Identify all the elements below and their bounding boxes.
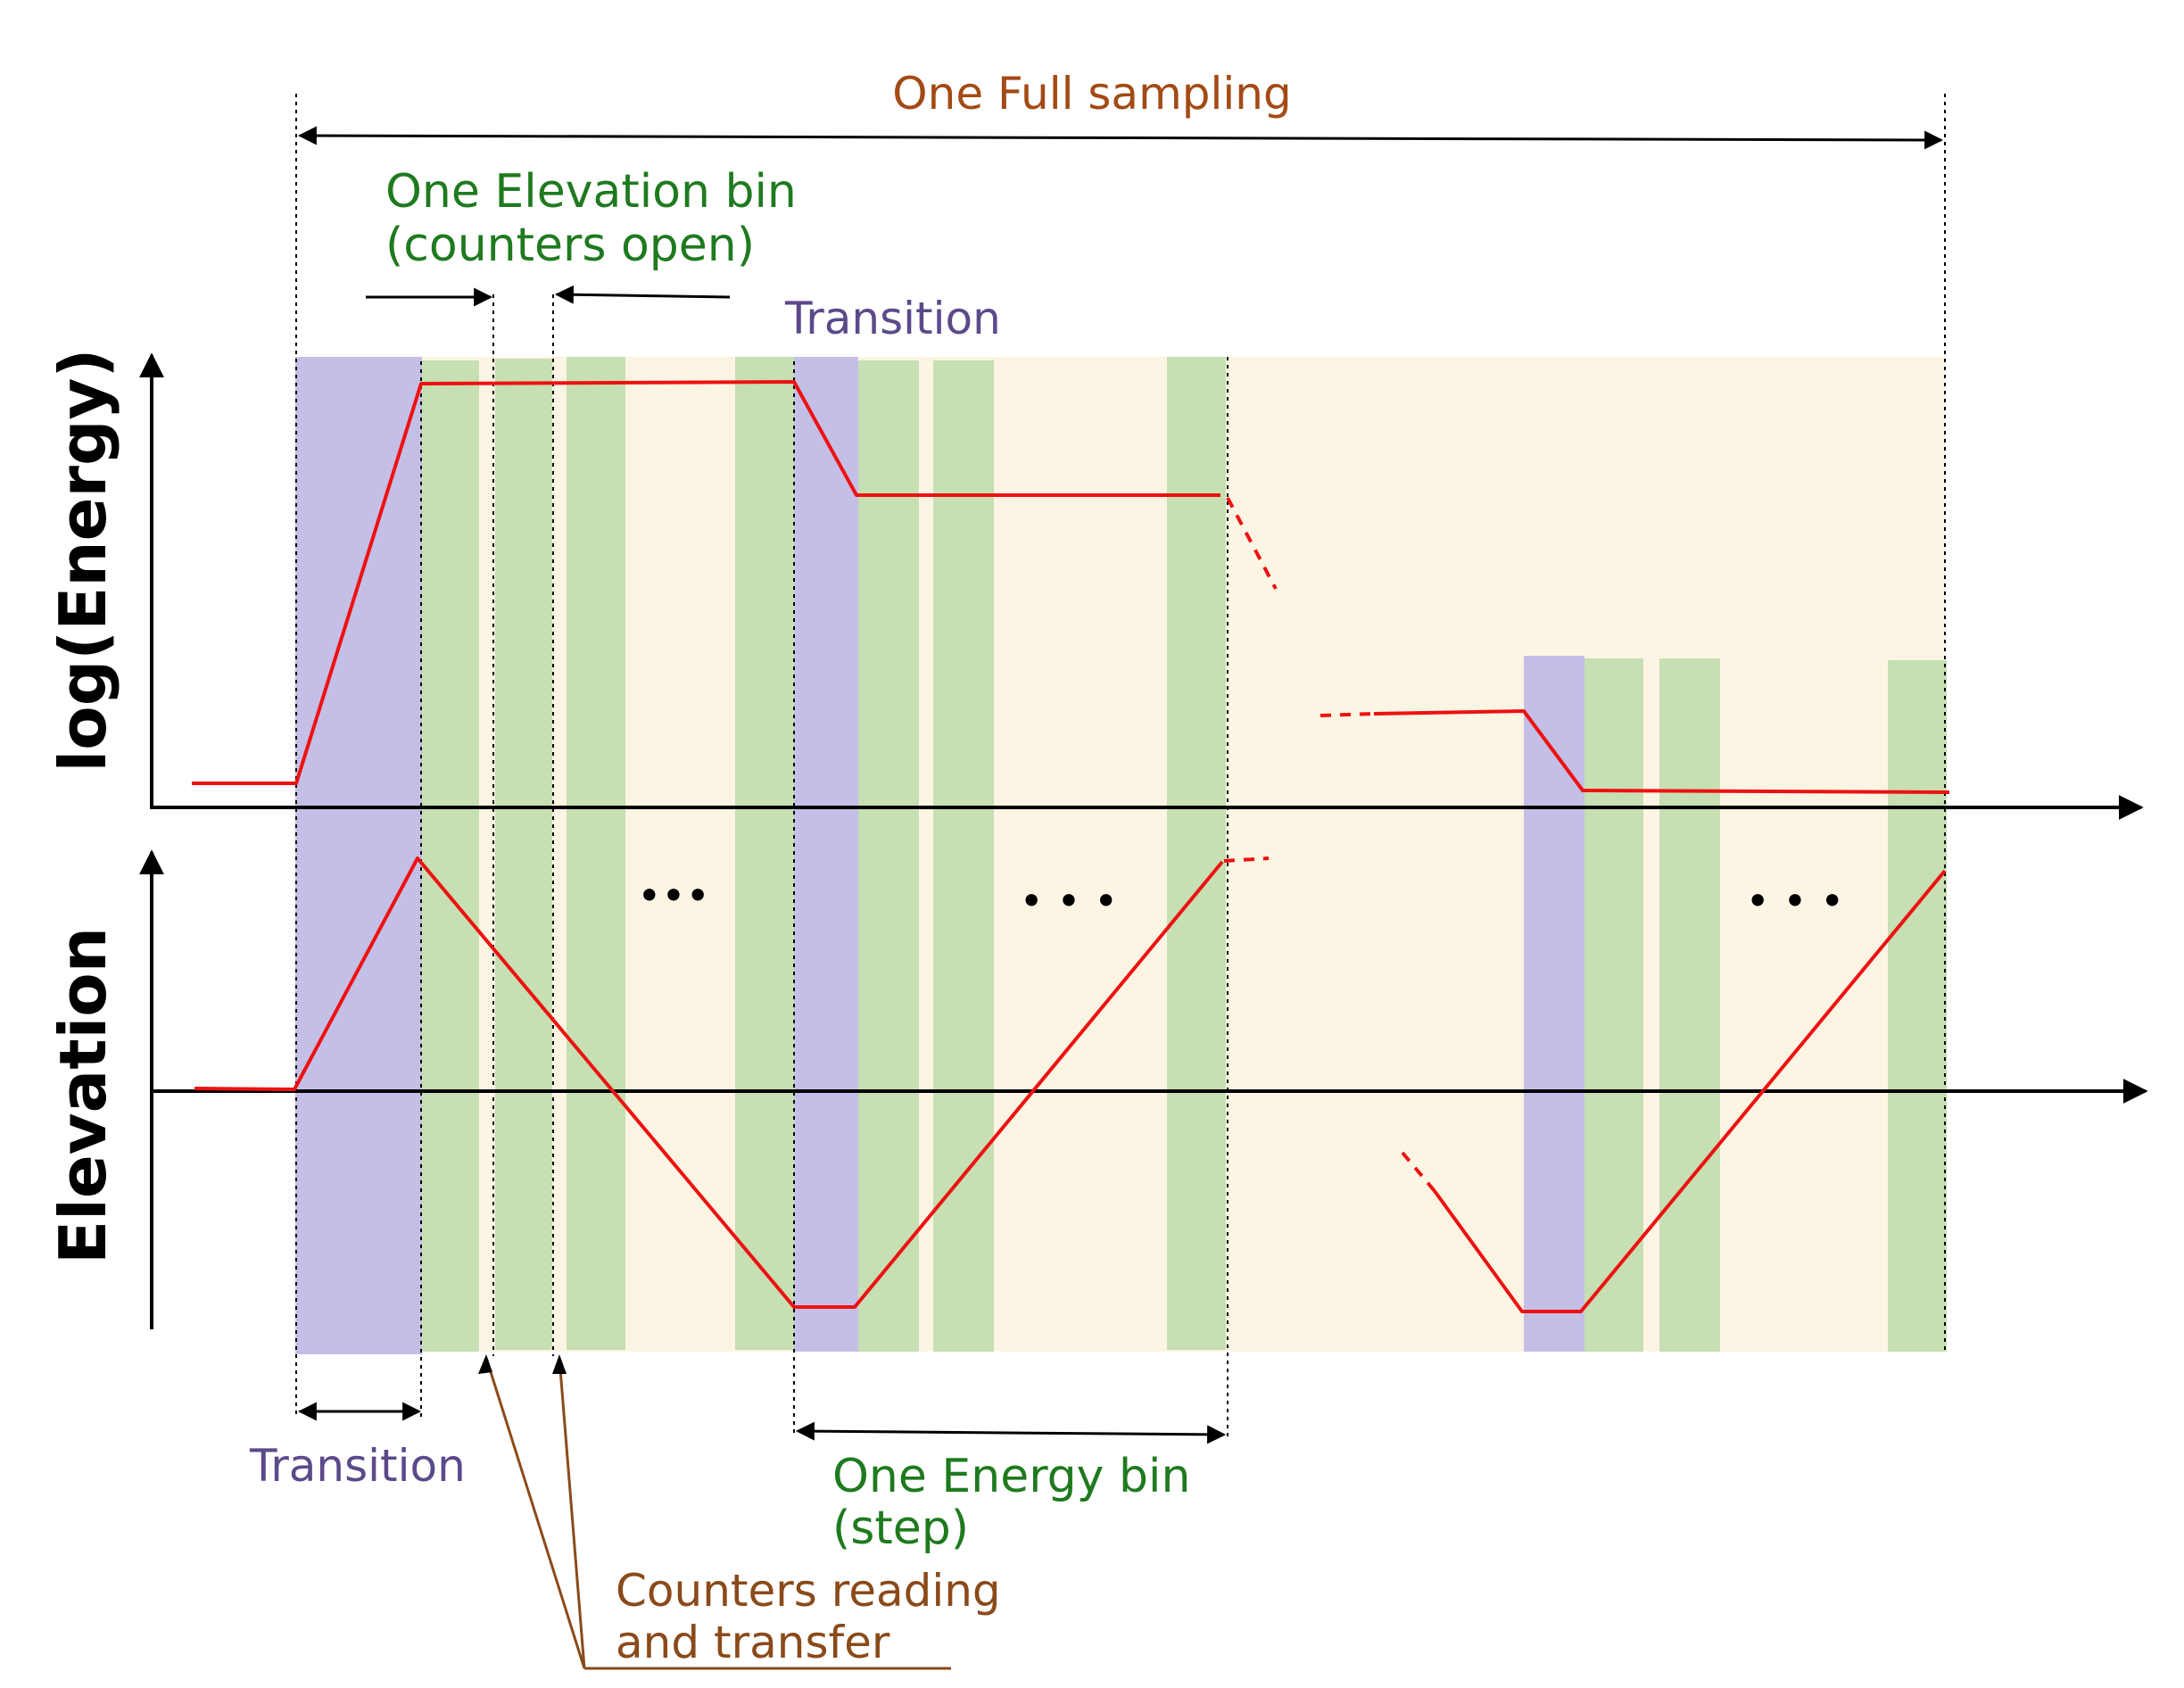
counter-band (422, 360, 479, 1352)
ellipsis: • • • (1020, 877, 1119, 925)
double-arrow-icon (795, 1421, 1227, 1444)
full-sampling-label: One Full sampling (892, 68, 1291, 120)
counter-band (858, 360, 919, 1352)
transition-label-bottom: Transition (249, 1440, 466, 1492)
counters-label: Counters reading (616, 1565, 1001, 1617)
ellipsis: • • • (1746, 877, 1845, 925)
counter-band (933, 360, 994, 1352)
counter-band (1584, 658, 1643, 1352)
counter-band (567, 357, 625, 1350)
transition-band (295, 357, 422, 1354)
transition-band (1524, 656, 1584, 1352)
counters-label-sub: and transfer (616, 1617, 890, 1668)
elevation-curve (194, 856, 1947, 1313)
pointer-arrow-icon (554, 285, 731, 304)
counter-band (1659, 658, 1720, 1352)
double-arrow-icon (297, 126, 1944, 150)
energy-curve (192, 380, 1950, 794)
transition-label-top: Transition (784, 293, 1001, 344)
top-y-axis-title: log(Energy) (46, 349, 120, 773)
pointer-arrow-icon (478, 1354, 492, 1374)
counter-band (495, 359, 552, 1350)
counter-band (735, 357, 794, 1350)
counters-pointers (484, 1357, 951, 1670)
bottom-y-axis-title: Elevation (46, 927, 120, 1264)
counter-band (1167, 357, 1226, 1350)
transition-band (794, 357, 858, 1352)
counter-band (1888, 660, 1947, 1352)
elevation-bin-label: One Elevation bin (385, 165, 797, 219)
axes (139, 352, 2148, 1329)
energy-bin-label: One Energy bin (832, 1450, 1190, 1503)
vertical-guides (295, 94, 1946, 1436)
energy-bin-label-sub: (step) (832, 1502, 969, 1555)
elevation-bin-label-sub: (counters open) (385, 219, 755, 272)
pointer-arrow-icon (552, 1354, 567, 1374)
ellipsis: ••• (637, 872, 709, 920)
